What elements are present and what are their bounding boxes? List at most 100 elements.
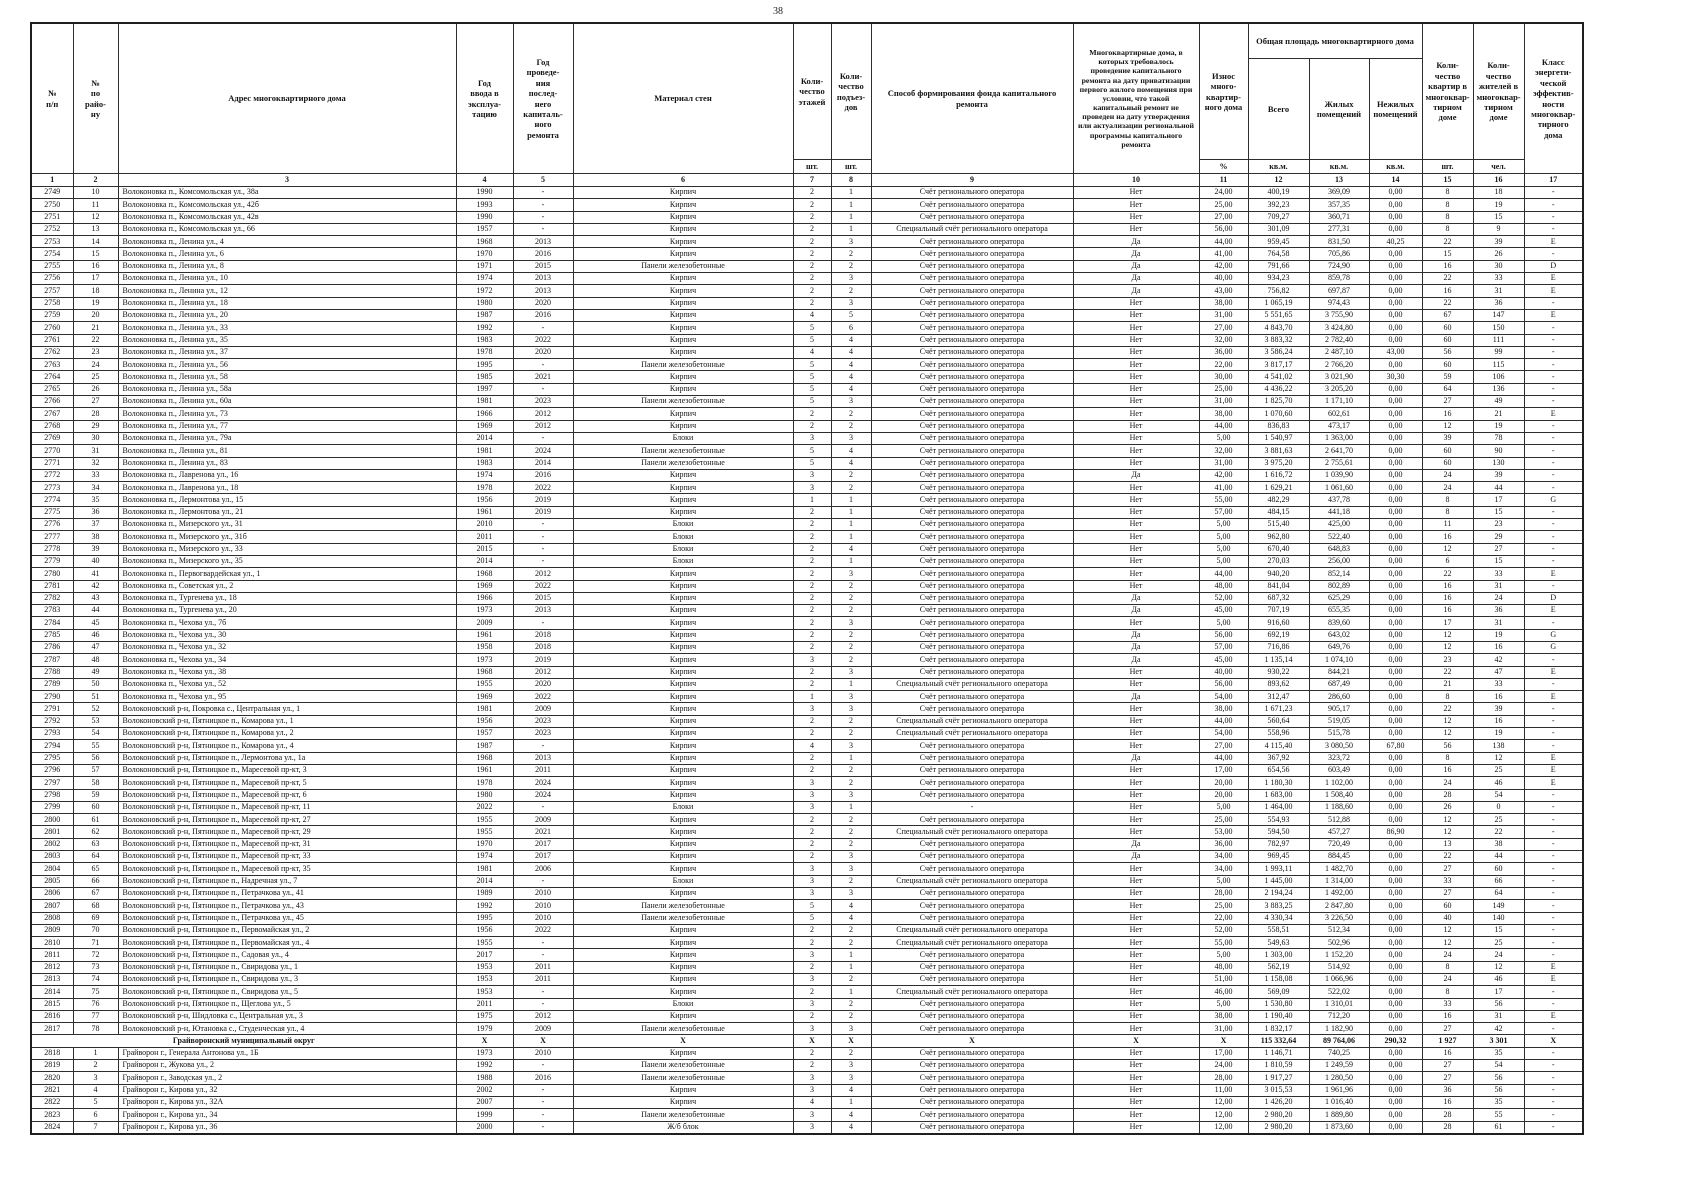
table-cell: Волоконовский р-н, Пятницкое п., Маресев… (117, 825, 457, 839)
table-row: 2796 57 Волоконовский р-н, Пятницкое п., М… (30, 763, 1584, 778)
table-cell: Кирпич (572, 308, 794, 323)
table-cell: 0,00 (1368, 296, 1423, 310)
table-cell: 1973 (455, 604, 514, 618)
table-cell: 3 (792, 702, 832, 716)
table-cell: 24 (1421, 481, 1474, 495)
table-cell: 724,90 (1308, 259, 1370, 274)
table-cell: D (1523, 259, 1584, 274)
table-cell: 1988 (455, 1071, 514, 1085)
table-cell: 39 (1421, 431, 1474, 446)
table-cell: 28 (72, 407, 119, 421)
table-cell: - (1523, 554, 1584, 569)
table-cell: Да (1072, 751, 1200, 765)
table-cell: 130 (1472, 456, 1525, 470)
table-row: 2781 42 Волоконовка п., Советская ул., 2 19… (30, 579, 1584, 593)
table-cell: 2 (830, 591, 872, 606)
table-cell: 0,00 (1368, 702, 1423, 716)
table-cell: 46,00 (1198, 985, 1249, 999)
unit-area-total: кв.м. (1247, 159, 1310, 174)
table-cell: Грайворон г., Генерала Антонова ул., 1Б (117, 1046, 457, 1061)
table-cell: 0,00 (1368, 1046, 1423, 1061)
table-cell: 1970 (455, 247, 514, 261)
table-cell: 2 (830, 813, 872, 827)
table-cell: 2779 (30, 554, 74, 569)
table-cell: - (1523, 923, 1584, 938)
col-header-apartments: Коли- чество квартир в многоквар- тирном… (1421, 22, 1474, 160)
table-cell: 2 (792, 185, 832, 200)
table-cell: 2 (792, 407, 832, 421)
table-row: 2805 66 Волоконовский р-н, Пятницкое п., Н… (30, 874, 1584, 888)
table-cell: 4 330,34 (1247, 911, 1310, 925)
table-cell: Кирпич (572, 370, 794, 384)
table-cell: 519,05 (1308, 714, 1370, 729)
table-cell: 2 (830, 407, 872, 421)
table-cell: Волоконовка п., Ленина ул., 18 (117, 296, 457, 310)
table-cell: Счёт регионального оператора (870, 616, 1074, 630)
table-cell: 2012 (512, 1009, 574, 1024)
table-cell: 2824 (30, 1120, 74, 1135)
table-cell: 2 (830, 481, 872, 495)
table-cell: 5 (792, 333, 832, 347)
table-cell: 0,00 (1368, 456, 1423, 470)
table-cell: 1969 (455, 579, 514, 593)
table-cell: 1 188,60 (1308, 800, 1370, 815)
table-cell: 38 (72, 530, 119, 544)
table-cell: Да (1072, 235, 1200, 249)
table-cell: 2015 (512, 259, 574, 274)
table-cell: 4 (72, 1083, 119, 1097)
table-cell: Волоконовка п., Ленина ул., 10 (117, 272, 457, 286)
table-cell: 11,00 (1198, 1083, 1249, 1097)
table-cell: 12,00 (1198, 1095, 1249, 1110)
table-cell: 0,00 (1368, 431, 1423, 446)
table-cell: 1 (830, 1095, 872, 1110)
table-cell: 67 (1421, 308, 1474, 323)
table-cell: Волоконовка п., Комсомольская ул., 42б (117, 198, 457, 212)
table-cell: Нет (1072, 813, 1200, 827)
table-cell: - (1523, 677, 1584, 692)
table-row: 2811 72 Волоконовский р-н, Пятницкое п., С… (30, 948, 1584, 962)
table-cell: 1 492,00 (1308, 886, 1370, 901)
table-cell: 2 (830, 259, 872, 274)
col-header-wear: Износ много- квартир- ного дома (1198, 22, 1249, 160)
table-cell: 15 (1472, 923, 1525, 938)
table-cell: Счёт регионального оператора (870, 321, 1074, 335)
table-cell: Нет (1072, 358, 1200, 372)
table-cell: 136 (1472, 382, 1525, 397)
table-cell: 0,00 (1368, 837, 1423, 852)
table-cell: 2 (792, 714, 832, 729)
table-cell: 0,00 (1368, 505, 1423, 520)
table-cell: 1 (830, 751, 872, 765)
table-cell: 716,86 (1247, 640, 1310, 655)
table-cell: 569,09 (1247, 985, 1310, 999)
table-cell: Счёт регионального оператора (870, 407, 1074, 421)
table-cell: 2796 (30, 763, 74, 778)
table-cell: 5 (792, 370, 832, 384)
table-cell: 522,02 (1308, 985, 1370, 999)
table-cell: Да (1072, 468, 1200, 483)
table-cell: 1981 (455, 862, 514, 876)
table-cell: 27 (1421, 862, 1474, 876)
table-cell: 2007 (455, 1095, 514, 1110)
table-cell: 0,00 (1368, 185, 1423, 200)
table-cell: 8 (1421, 210, 1474, 224)
section-cell: X (1198, 1034, 1249, 1048)
table-cell: Счёт регионального оператора (870, 604, 1074, 618)
table-cell: Счёт регионального оператора (870, 419, 1074, 433)
table-cell: 0,00 (1368, 776, 1423, 790)
table-row: 2822 5 Грайворон г., Кирова ул., 32А 2007- К… (30, 1095, 1584, 1110)
table-cell: 515,78 (1308, 727, 1370, 741)
section-cell: 290,32 (1368, 1034, 1423, 1048)
table-cell: Волоконовский р-н, Пятницкое п., Комаров… (117, 739, 457, 753)
table-cell: 2750 (30, 198, 74, 212)
table-cell: 8 (1421, 985, 1474, 999)
table-cell: 39 (72, 542, 119, 556)
table-cell: 1 464,00 (1247, 800, 1310, 815)
table-cell: 18 (1472, 185, 1525, 200)
table-cell: Блоки (572, 431, 794, 446)
table-row: 2815 76 Волоконовский р-н, Пятницкое п., Щ… (30, 997, 1584, 1011)
table-cell: Волоконовка п., Первогвардейская ул., 1 (117, 567, 457, 581)
table-cell: 2010 (512, 1046, 574, 1061)
table-cell: 369,09 (1308, 185, 1370, 200)
table-cell: 42 (72, 579, 119, 593)
table-cell: Волоконовка п., Мизерского ул., 35 (117, 554, 457, 569)
